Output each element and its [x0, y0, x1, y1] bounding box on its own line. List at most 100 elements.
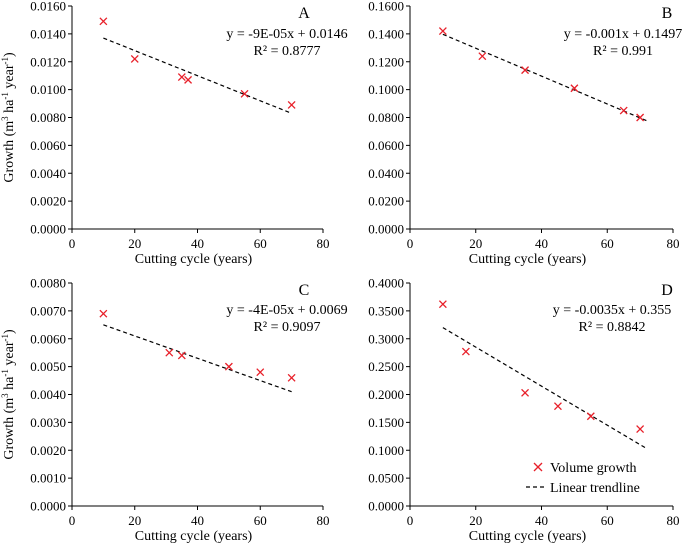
x-axis-title: Cutting cycle (years) [469, 252, 587, 267]
r-squared: R² = 0.8842 [579, 320, 646, 335]
data-point [287, 373, 296, 382]
data-point [165, 348, 174, 357]
x-tick-label: 40 [535, 513, 548, 528]
data-point [99, 17, 108, 26]
y-tick-label: 0.0120 [30, 54, 66, 69]
x-tick-label: 40 [191, 513, 204, 528]
y-tick-label: 0.0000 [368, 222, 404, 237]
y-tick-label: 0.0600 [368, 138, 404, 153]
y-tick-label: 0.1600 [368, 0, 404, 14]
y-tick-label: 0.0070 [30, 303, 66, 318]
y-axis-title-superscript: 3 [0, 393, 10, 398]
x-axis-title: Cutting cycle (years) [135, 529, 253, 544]
trend-equation: y = -4E-05x + 0.0069 [226, 303, 347, 318]
data-point-stroke [636, 113, 645, 122]
legend-line-label: Linear trendline [550, 481, 640, 496]
x-tick-label: 0 [69, 513, 76, 528]
y-axis-title-superscript: -1 [0, 334, 10, 342]
x-tick-label: 80 [667, 236, 680, 251]
y-tick-label: 0.0050 [30, 359, 66, 374]
data-point-stroke [99, 309, 108, 318]
data-point [521, 388, 530, 397]
legend-marker-icon [533, 462, 543, 472]
y-tick-label: 0.0200 [368, 194, 404, 209]
data-point-stroke [177, 351, 186, 360]
x-tick-label: 60 [254, 513, 267, 528]
data-point-stroke [240, 89, 249, 98]
x-tick-label: 20 [469, 513, 482, 528]
x-tick-label: 80 [667, 513, 680, 528]
y-axis-title-part: ha [2, 99, 17, 117]
data-point-stroke [636, 425, 645, 434]
y-tick-label: 0.0020 [30, 443, 66, 458]
x-tick-label: 40 [191, 236, 204, 251]
x-tick-label: 0 [69, 236, 76, 251]
data-point-stroke [461, 347, 470, 356]
x-tick-label: 80 [317, 236, 330, 251]
y-tick-label: 0.3000 [368, 331, 404, 346]
y-axis-title-part: ) [2, 329, 17, 334]
y-tick-label: 0.0060 [30, 138, 66, 153]
y-tick-label: 0.1000 [368, 443, 404, 458]
data-point [184, 75, 193, 84]
trendline [442, 33, 647, 122]
legend-marker-label: Volume growth [550, 461, 636, 476]
data-point-stroke [184, 75, 193, 84]
data-point-stroke [553, 402, 562, 411]
data-point-stroke [99, 17, 108, 26]
y-tick-label: 0.2000 [368, 387, 404, 402]
y-tick-label: 0.0080 [30, 110, 66, 125]
data-point [287, 100, 296, 109]
chart-panel-b: 0.0000 0.0200 0.0400 0.0600 0.0800 0.1000 0.12… [368, 0, 682, 267]
data-point-stroke [619, 106, 628, 115]
x-tick-label: 60 [601, 236, 614, 251]
y-tick-label: 0.0030 [30, 415, 66, 430]
y-tick-label: 0.0040 [30, 387, 66, 402]
y-tick-label: 0.0040 [30, 166, 66, 181]
data-point [521, 66, 530, 75]
data-point [619, 106, 628, 115]
data-point-stroke [521, 66, 530, 75]
r-squared: R² = 0.991 [593, 44, 653, 59]
data-point-stroke [570, 84, 579, 93]
data-point-stroke [586, 412, 595, 421]
y-tick-label: 0.1200 [368, 54, 404, 69]
y-tick-label: 0.0100 [30, 82, 66, 97]
data-point [130, 55, 139, 63]
trendline [442, 327, 648, 450]
y-tick-label: 0.2500 [368, 359, 404, 374]
x-tick-label: 0 [407, 513, 414, 528]
y-axis-title-part: ) [2, 52, 17, 57]
data-point-stroke [287, 373, 296, 382]
data-point [478, 52, 487, 61]
y-tick-label: 0.0800 [368, 110, 404, 125]
chart-panel-d: 0.0000 0.0500 0.1000 0.1500 0.2000 0.2500 0.30… [368, 276, 679, 545]
y-axis-title-part: year [2, 64, 17, 92]
data-point [636, 425, 645, 434]
data-point-stroke [177, 73, 186, 82]
y-axis-title-part: Growth (m [2, 398, 17, 460]
x-tick-label: 20 [469, 236, 482, 251]
y-tick-label: 0.0160 [30, 0, 66, 14]
data-point-stroke [287, 100, 296, 109]
x-tick-label: 0 [407, 236, 414, 251]
panel-letter: A [298, 5, 310, 22]
data-point [570, 84, 579, 93]
data-point [438, 300, 447, 309]
y-tick-label: 0.0140 [30, 26, 66, 41]
legend: Volume growth Linear trendline [526, 461, 640, 496]
data-point [553, 402, 562, 411]
y-tick-label: 0.0000 [30, 499, 66, 514]
y-axis-title-part: ha [2, 376, 17, 394]
panel-letter: C [299, 282, 310, 299]
y-axis-title: Growth (m3 ha-1 year-1) [0, 329, 17, 460]
x-tick-label: 20 [128, 236, 141, 251]
y-axis-title-superscript: -1 [0, 369, 10, 377]
data-point-stroke [130, 55, 139, 63]
x-tick-label: 60 [601, 513, 614, 528]
y-tick-label: 0.3500 [368, 303, 404, 318]
y-axis-title-part: year [2, 341, 17, 369]
y-tick-label: 0.0020 [30, 194, 66, 209]
y-axis-title-superscript: -1 [0, 57, 10, 65]
